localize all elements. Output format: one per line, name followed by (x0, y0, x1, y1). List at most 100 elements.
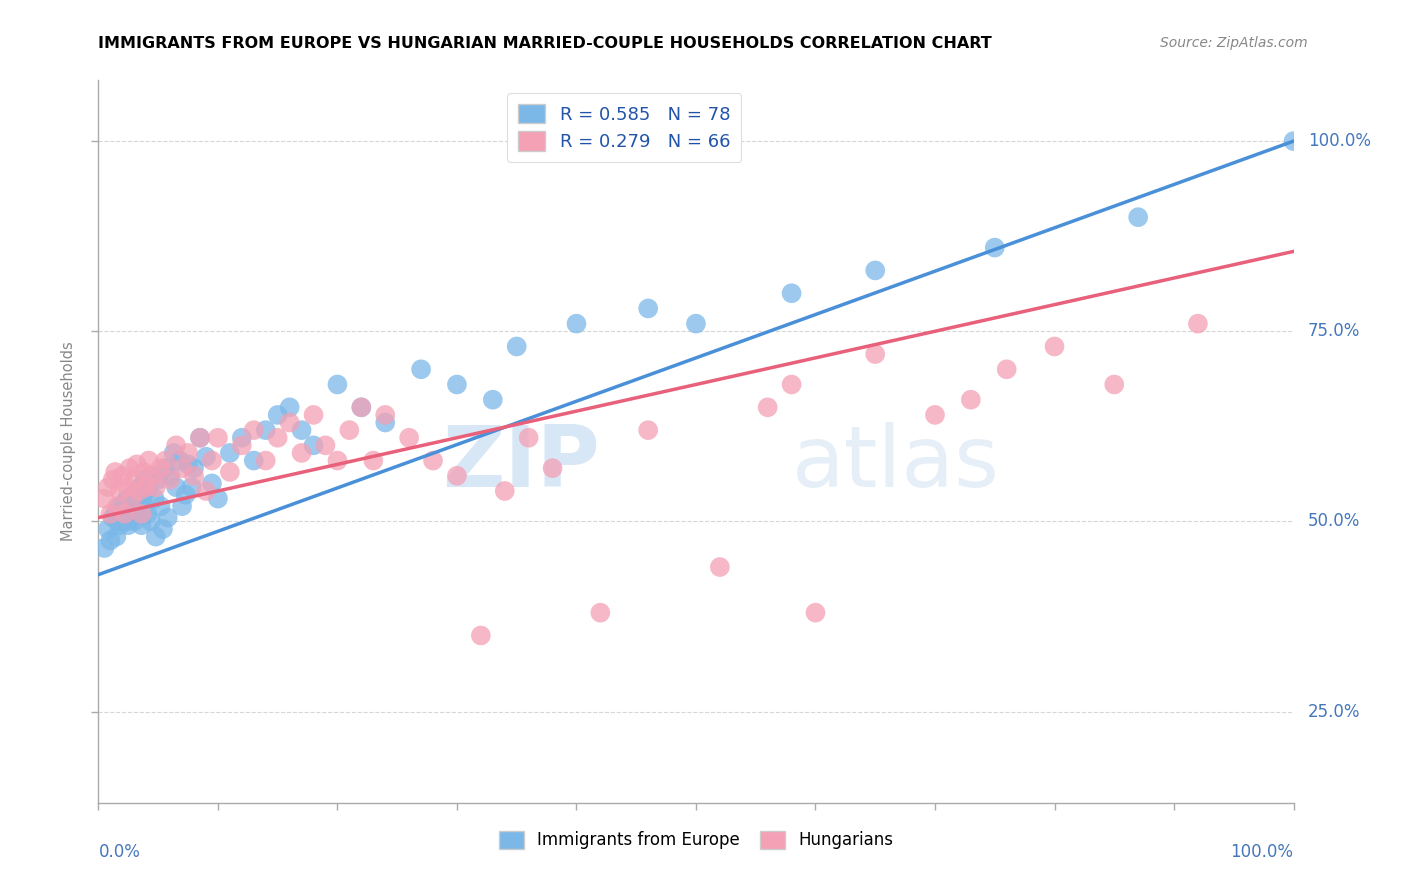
Point (350, 401, 373, 415)
Point (1128, 210, 1150, 224)
Point (984, 241, 1007, 255)
Point (756, 401, 779, 415)
Point (637, 423, 659, 437)
Point (98, 507, 122, 521)
Point (1187, 317, 1209, 331)
Point (97, 480, 120, 494)
Point (125, 458, 148, 472)
Point (112, 510, 135, 524)
Point (115, 491, 138, 506)
Point (143, 491, 166, 506)
Point (132, 465, 155, 479)
Point (541, 461, 564, 475)
Point (267, 431, 290, 445)
Point (93, 541, 115, 555)
Point (101, 510, 124, 524)
Point (159, 473, 181, 487)
Point (517, 431, 540, 445)
Point (195, 483, 218, 498)
Text: 100.0%: 100.0% (1230, 843, 1294, 861)
Point (131, 491, 153, 506)
Point (180, 480, 202, 494)
Point (120, 495, 142, 509)
Point (159, 468, 181, 483)
Point (254, 453, 277, 467)
Point (156, 510, 179, 524)
Point (278, 416, 301, 430)
Point (114, 507, 136, 521)
Point (177, 458, 200, 472)
Point (1282, 134, 1305, 148)
Point (960, 392, 983, 407)
Text: 100.0%: 100.0% (1308, 132, 1371, 150)
Point (183, 468, 205, 483)
Y-axis label: Married-couple Households: Married-couple Households (60, 342, 76, 541)
Point (865, 263, 887, 277)
Point (163, 446, 186, 460)
Point (115, 515, 138, 529)
Point (128, 483, 150, 498)
Point (115, 480, 138, 494)
Point (165, 480, 187, 494)
Point (125, 483, 148, 498)
Point (278, 401, 301, 415)
Point (685, 317, 707, 331)
Point (136, 507, 159, 521)
Point (1043, 339, 1066, 353)
Point (494, 483, 516, 498)
Point (398, 431, 420, 445)
Point (169, 453, 191, 467)
Point (177, 446, 200, 460)
Point (637, 301, 659, 316)
Point (219, 465, 242, 479)
Point (326, 453, 349, 467)
Point (780, 377, 803, 392)
Point (131, 507, 153, 521)
Point (145, 480, 167, 494)
Point (374, 416, 396, 430)
Point (111, 468, 134, 483)
Point (446, 377, 468, 392)
Point (326, 377, 349, 392)
Point (108, 483, 131, 498)
Point (128, 495, 150, 509)
Text: 25.0%: 25.0% (1308, 703, 1361, 721)
Point (121, 491, 143, 506)
Point (188, 431, 211, 445)
Point (995, 362, 1018, 376)
Text: ZIP: ZIP (443, 422, 600, 505)
Point (121, 510, 143, 524)
Text: 0.0%: 0.0% (98, 843, 141, 861)
Point (148, 473, 170, 487)
Point (124, 503, 146, 517)
Point (98, 533, 122, 548)
Point (149, 499, 172, 513)
Point (135, 483, 157, 498)
Point (302, 408, 325, 422)
Point (104, 507, 127, 521)
Point (107, 515, 129, 529)
Point (201, 476, 224, 491)
Point (363, 453, 385, 467)
Point (172, 461, 194, 475)
Legend: Immigrants from Europe, Hungarians: Immigrants from Europe, Hungarians (492, 824, 900, 856)
Point (149, 461, 172, 475)
Point (780, 286, 803, 301)
Point (267, 408, 290, 422)
Point (141, 468, 163, 483)
Point (195, 450, 218, 464)
Point (804, 606, 827, 620)
Point (127, 507, 149, 521)
Point (101, 473, 124, 487)
Point (132, 499, 155, 513)
Point (172, 499, 194, 513)
Point (315, 438, 337, 452)
Point (107, 499, 129, 513)
Point (138, 453, 160, 467)
Point (350, 401, 373, 415)
Point (138, 480, 160, 494)
Point (108, 499, 131, 513)
Point (129, 480, 152, 494)
Point (565, 317, 588, 331)
Point (124, 473, 146, 487)
